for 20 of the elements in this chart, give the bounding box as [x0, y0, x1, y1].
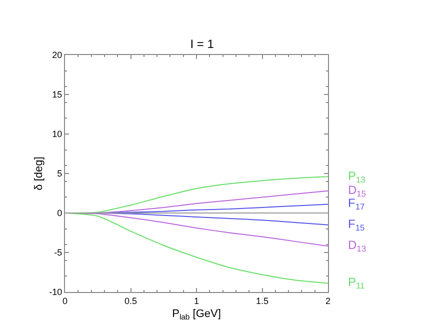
y-tick-label: -10 [49, 287, 62, 298]
series-label: D$_{15}$ [348, 183, 366, 199]
y-tick-label: 15 [52, 90, 62, 100]
series-label: D$_{13}$ [348, 238, 366, 254]
y-tick-label: 20 [52, 50, 62, 60]
series-label: P$_{11}$ [348, 275, 366, 291]
series-label: F$_{15}$ [348, 217, 365, 233]
y-tick-label: -5 [54, 248, 62, 258]
y-tick-label: 5 [57, 168, 62, 179]
y-tick-label: 10 [52, 129, 62, 140]
series-label: P$_{13}$ [348, 169, 366, 185]
y-tick-label: 0 [57, 208, 62, 218]
y-axis-title: δ [deg] [32, 156, 45, 190]
x-tick-label: 0.5 [124, 296, 138, 306]
series-label: F$_{17}$ [348, 196, 365, 212]
x-axis-title: P$_{lab}$ [GeV] [172, 308, 221, 322]
x-tick-label: 1 [194, 296, 200, 306]
x-tick-label: 1.5 [256, 296, 269, 306]
chart-title: I = 1 [190, 37, 214, 52]
x-tick-label: 2 [325, 296, 331, 306]
